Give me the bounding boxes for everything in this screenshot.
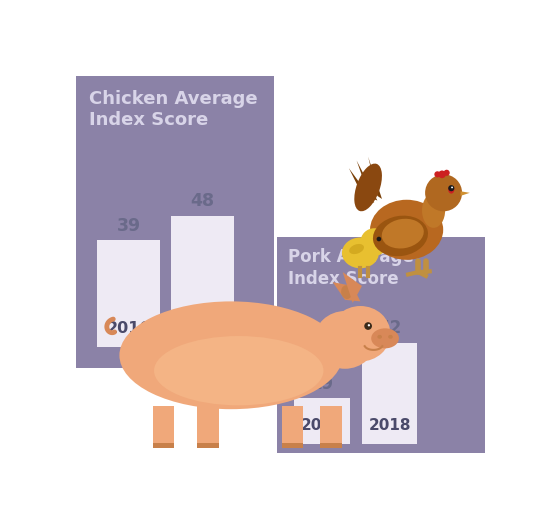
Circle shape: [361, 228, 388, 256]
Bar: [197, 443, 219, 448]
Bar: [362, 343, 417, 444]
Bar: [282, 406, 304, 446]
Polygon shape: [333, 282, 361, 301]
Ellipse shape: [388, 335, 393, 338]
Ellipse shape: [373, 216, 428, 256]
Bar: [197, 406, 219, 446]
Bar: [152, 406, 174, 446]
Ellipse shape: [342, 237, 379, 268]
Text: 48: 48: [190, 192, 215, 211]
Bar: [320, 443, 342, 448]
Bar: [152, 406, 174, 446]
Polygon shape: [343, 272, 362, 303]
Polygon shape: [356, 160, 378, 201]
Ellipse shape: [154, 336, 324, 406]
Ellipse shape: [448, 186, 454, 194]
Text: Chicken Average
Index Score: Chicken Average Index Score: [89, 90, 258, 129]
Circle shape: [425, 174, 462, 211]
Ellipse shape: [438, 170, 446, 178]
Polygon shape: [349, 168, 374, 203]
Text: Pork Average
Index Score: Pork Average Index Score: [288, 248, 414, 288]
Bar: [76, 76, 274, 368]
Bar: [294, 398, 350, 444]
Ellipse shape: [382, 219, 424, 249]
Bar: [171, 216, 234, 347]
Ellipse shape: [354, 164, 382, 211]
Circle shape: [448, 185, 454, 191]
Text: 2018: 2018: [180, 321, 225, 336]
Bar: [320, 406, 342, 446]
Text: 42: 42: [378, 319, 401, 337]
Ellipse shape: [422, 193, 445, 228]
Polygon shape: [368, 157, 382, 199]
Text: 2016: 2016: [107, 321, 151, 336]
Ellipse shape: [120, 301, 343, 409]
Text: 2016: 2016: [301, 418, 343, 433]
Bar: [197, 406, 219, 446]
Circle shape: [376, 237, 381, 241]
Bar: [152, 443, 174, 448]
Polygon shape: [461, 191, 470, 196]
Ellipse shape: [370, 200, 443, 260]
Ellipse shape: [434, 171, 441, 178]
Text: 19: 19: [311, 375, 333, 393]
Bar: [97, 240, 160, 347]
Ellipse shape: [378, 335, 382, 338]
Ellipse shape: [349, 244, 364, 254]
Ellipse shape: [443, 170, 450, 176]
Bar: [277, 237, 485, 453]
Text: 2018: 2018: [368, 418, 411, 433]
Circle shape: [364, 322, 372, 330]
Polygon shape: [386, 240, 393, 245]
Ellipse shape: [314, 311, 376, 369]
Circle shape: [451, 186, 453, 188]
Text: 39: 39: [116, 217, 141, 235]
Bar: [282, 443, 304, 448]
Ellipse shape: [330, 306, 391, 361]
Circle shape: [368, 324, 370, 327]
Ellipse shape: [341, 285, 352, 299]
Ellipse shape: [371, 328, 399, 348]
